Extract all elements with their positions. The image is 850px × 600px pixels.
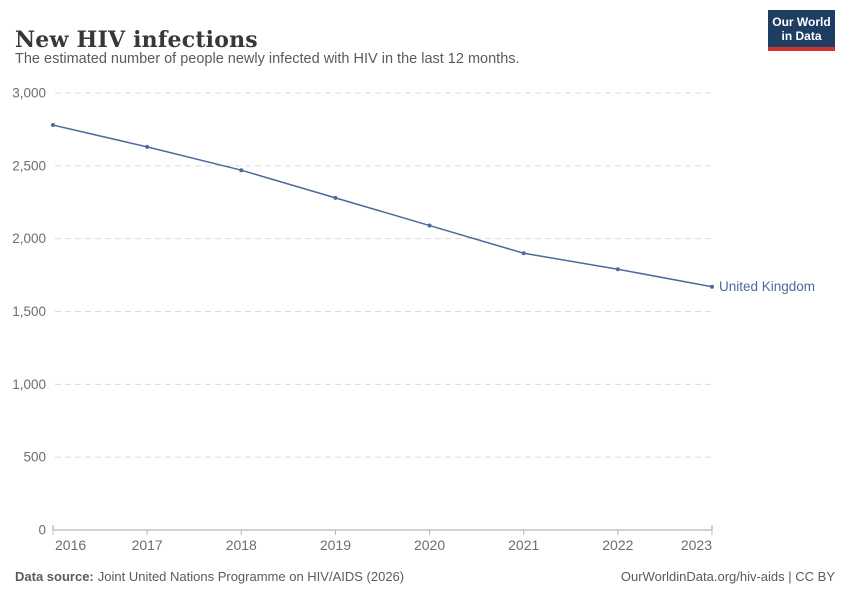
data-point[interactable] xyxy=(239,168,244,173)
y-tick-label: 2,000 xyxy=(12,231,46,246)
data-point[interactable] xyxy=(710,284,714,289)
x-tick-label: 2017 xyxy=(132,537,163,553)
credit-link[interactable]: OurWorldinData.org/hiv-aids | CC BY xyxy=(620,569,835,584)
y-tick-label: 3,000 xyxy=(12,86,46,101)
chart-footer: Data source: Joint United Nations Program… xyxy=(15,569,835,584)
data-point[interactable] xyxy=(521,251,526,256)
y-tick-label: 1,000 xyxy=(12,377,46,392)
owid-logo-line1: Our World xyxy=(772,15,831,29)
x-tick-label: 2018 xyxy=(226,537,257,553)
y-tick-label: 2,500 xyxy=(12,158,46,173)
series-line xyxy=(52,124,713,288)
x-tick-label: 2016 xyxy=(55,537,86,553)
y-tick-label: 0 xyxy=(38,523,46,538)
data-point[interactable] xyxy=(333,195,338,200)
chart-title: New HIV infections xyxy=(15,26,258,53)
y-tick-label: 1,500 xyxy=(12,304,46,319)
data-source-text: Joint United Nations Programme on HIV/AI… xyxy=(97,569,405,584)
data-point[interactable] xyxy=(145,144,150,149)
x-tick-label: 2023 xyxy=(681,537,712,553)
owid-logo-line2: in Data xyxy=(781,29,822,43)
x-tick-label: 2019 xyxy=(320,537,351,553)
chart-subtitle: The estimated number of people newly inf… xyxy=(15,51,520,67)
owid-logo[interactable]: Our World in Data xyxy=(768,10,835,51)
data-point[interactable] xyxy=(427,223,432,228)
data-source-note: Data source: Joint United Nations Program… xyxy=(15,569,404,584)
data-source-label: Data source: xyxy=(15,569,94,584)
series-end-label[interactable]: United Kingdom xyxy=(719,279,815,294)
x-tick-label: 2020 xyxy=(414,537,445,553)
y-tick-label: 500 xyxy=(23,450,46,465)
x-tick-label: 2021 xyxy=(508,537,539,553)
data-point[interactable] xyxy=(615,267,620,272)
x-tick-label: 2022 xyxy=(602,537,633,553)
data-point[interactable] xyxy=(51,123,55,128)
